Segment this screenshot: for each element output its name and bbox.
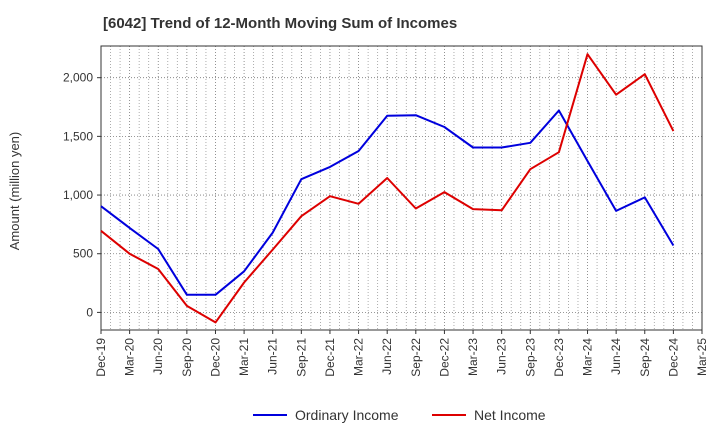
x-tick-label: Dec-20 <box>208 338 222 377</box>
x-tick-label: Sep-24 <box>638 338 652 377</box>
y-axis-label: Amount (million yen) <box>7 132 22 251</box>
x-tick-label: Dec-23 <box>552 338 566 377</box>
x-tick-label: Dec-22 <box>437 338 451 377</box>
y-tick-label: 2,000 <box>63 71 93 85</box>
x-tick-label: Jun-24 <box>609 338 623 375</box>
legend-label: Ordinary Income <box>295 407 399 423</box>
x-tick-label: Sep-22 <box>409 338 423 377</box>
x-tick-label: Dec-24 <box>666 338 680 377</box>
x-tick-label: Dec-19 <box>94 338 108 377</box>
x-tick-label: Mar-20 <box>123 338 137 376</box>
x-tick-label: Dec-21 <box>323 338 337 377</box>
y-tick-label: 0 <box>86 305 93 319</box>
x-tick-label: Sep-23 <box>523 338 537 377</box>
y-tick-label: 500 <box>73 247 93 261</box>
y-tick-label: 1,500 <box>63 129 93 143</box>
x-tick-label: Jun-21 <box>266 338 280 375</box>
x-tick-label: Mar-23 <box>466 338 480 376</box>
plot-frame <box>100 45 703 331</box>
x-tick-label: Mar-24 <box>581 338 595 376</box>
y-tick-label: 1,000 <box>63 188 93 202</box>
x-tick-label: Jun-23 <box>495 338 509 375</box>
x-tick-label: Jun-20 <box>151 338 165 375</box>
x-tick-label: Mar-21 <box>237 338 251 376</box>
x-tick-label: Sep-20 <box>180 338 194 377</box>
x-tick-label: Jun-22 <box>380 338 394 375</box>
net-income-line <box>100 53 675 324</box>
chart-title: [6042] Trend of 12-Month Moving Sum of I… <box>103 15 458 32</box>
ordinary-income-line <box>100 109 675 296</box>
x-tick-label: Sep-21 <box>294 338 308 377</box>
legend-label: Net Income <box>474 407 546 423</box>
x-tick-label: Mar-22 <box>352 338 366 376</box>
x-tick-label: Mar-25 <box>695 338 709 376</box>
